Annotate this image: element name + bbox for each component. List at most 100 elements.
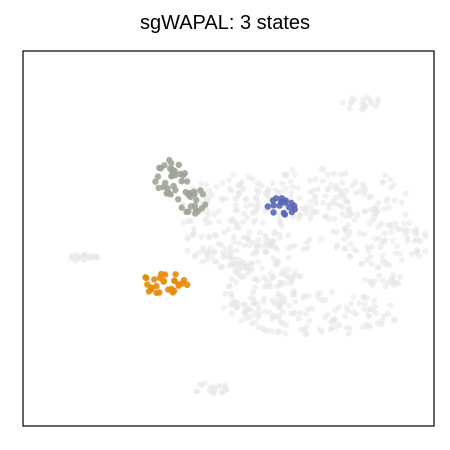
background-point xyxy=(280,271,287,278)
background-point xyxy=(272,244,279,251)
background-point xyxy=(351,96,358,103)
background-point xyxy=(280,308,287,315)
background-point xyxy=(285,266,292,273)
background-point xyxy=(312,176,319,183)
background-point xyxy=(356,188,363,195)
background-point xyxy=(286,302,293,309)
background-point xyxy=(402,190,409,197)
background-point xyxy=(232,206,239,213)
background-point xyxy=(393,279,400,286)
state-point xyxy=(183,208,190,215)
background-point xyxy=(203,256,210,263)
background-point xyxy=(327,326,334,333)
background-point xyxy=(206,234,213,241)
background-point xyxy=(376,272,383,279)
background-point xyxy=(376,235,382,242)
background-point xyxy=(396,250,403,257)
background-point xyxy=(264,327,271,334)
background-point xyxy=(367,193,374,200)
background-point xyxy=(260,244,267,251)
background-point xyxy=(252,217,259,223)
state-point xyxy=(148,284,155,291)
background-point xyxy=(281,295,288,302)
state-point xyxy=(165,286,172,293)
background-point xyxy=(362,208,369,215)
background-point xyxy=(219,179,226,186)
background-point xyxy=(313,209,320,216)
background-point xyxy=(314,290,321,297)
background-point xyxy=(354,211,361,218)
background-point xyxy=(422,233,429,239)
state-point xyxy=(152,178,159,185)
background-point xyxy=(360,293,367,300)
background-point xyxy=(289,213,296,220)
background-point xyxy=(382,172,389,179)
background-point xyxy=(402,230,409,237)
background-point xyxy=(240,234,247,241)
background-point xyxy=(229,310,236,317)
background-point xyxy=(352,311,359,318)
background-point xyxy=(247,267,254,274)
background-point xyxy=(347,241,354,247)
background-point xyxy=(259,265,265,272)
background-point xyxy=(393,220,400,227)
background-point xyxy=(218,195,225,202)
background-point xyxy=(236,240,243,247)
state-point xyxy=(168,160,175,167)
state-point xyxy=(175,196,182,203)
background-point xyxy=(267,241,274,248)
background-point xyxy=(307,215,314,222)
background-point xyxy=(255,306,262,313)
background-point xyxy=(329,228,336,235)
background-point xyxy=(369,243,376,250)
background-point xyxy=(333,244,340,251)
background-point xyxy=(277,319,284,326)
state-point xyxy=(156,164,163,171)
background-point xyxy=(344,198,350,205)
background-point xyxy=(228,301,235,308)
background-point xyxy=(386,204,392,211)
state-point xyxy=(160,278,167,285)
background-point xyxy=(391,318,398,325)
background-point xyxy=(229,218,236,225)
background-point xyxy=(210,388,217,395)
background-point xyxy=(282,330,289,337)
state-2-points xyxy=(264,195,298,218)
chart-title: sgWAPAL: 3 states xyxy=(139,12,311,34)
background-point xyxy=(250,289,257,296)
background-point xyxy=(406,220,413,226)
background-point xyxy=(244,214,251,221)
background-point xyxy=(303,239,310,246)
state-point xyxy=(155,184,162,192)
background-point xyxy=(331,307,338,313)
background-point xyxy=(314,186,321,193)
background-point xyxy=(273,299,280,306)
background-point xyxy=(282,280,289,287)
background-point xyxy=(383,198,390,204)
background-point xyxy=(339,99,346,106)
background-point xyxy=(356,300,363,307)
state-point xyxy=(153,289,160,297)
background-point xyxy=(349,182,356,189)
background-point xyxy=(368,100,375,107)
background-point xyxy=(75,256,82,262)
background-point xyxy=(289,166,296,173)
background-point xyxy=(275,293,282,300)
background-point xyxy=(226,177,232,183)
state-point xyxy=(172,186,179,194)
background-point xyxy=(255,236,262,243)
background-point xyxy=(230,233,237,240)
background-point xyxy=(408,251,415,258)
background-point xyxy=(269,180,276,187)
background-point xyxy=(184,235,191,242)
background-point xyxy=(401,220,408,227)
background-point xyxy=(226,247,233,254)
background-point xyxy=(373,103,380,109)
background-point xyxy=(414,247,421,254)
background-point xyxy=(358,260,365,267)
background-point xyxy=(337,171,344,178)
background-point xyxy=(322,213,328,220)
background-point xyxy=(362,104,369,111)
background-point xyxy=(226,283,233,290)
background-point xyxy=(276,303,283,310)
